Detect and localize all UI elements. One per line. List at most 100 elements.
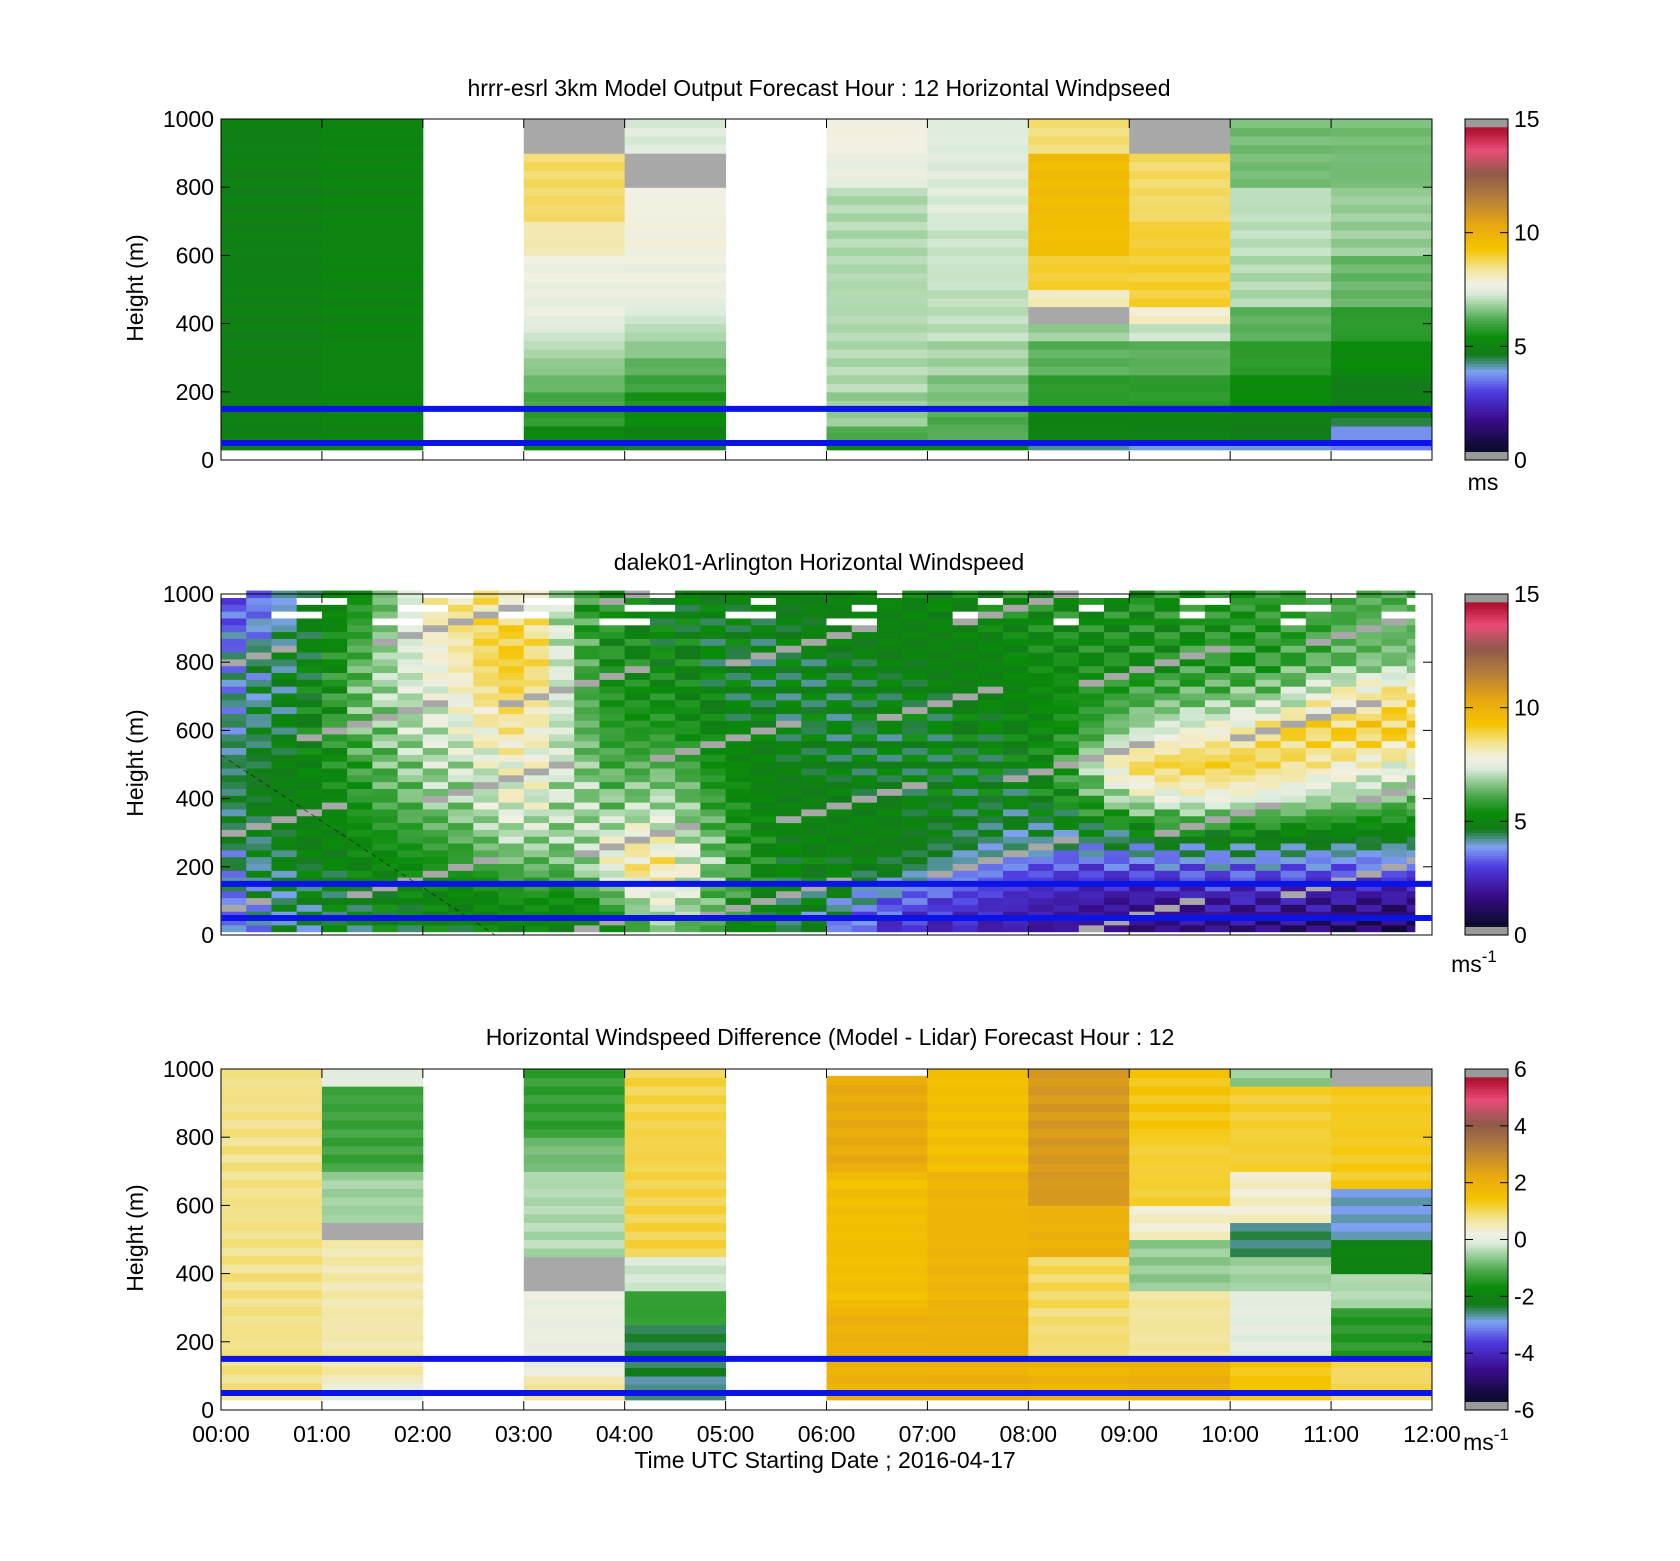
heatmap-cell (1028, 604, 1055, 612)
heatmap-cell (1406, 692, 1416, 701)
heatmap-cell (1230, 767, 1256, 776)
heatmap-cell (776, 822, 802, 830)
heatmap-cell (1078, 911, 1105, 919)
heatmap-cell (776, 740, 802, 749)
heatmap-cell (876, 890, 903, 899)
colorbar-segment (1465, 1344, 1508, 1349)
heatmap-cell (1179, 651, 1206, 660)
heatmap-cell (927, 1307, 1029, 1317)
heatmap-cell (977, 890, 1004, 899)
heatmap-cell (221, 1297, 323, 1308)
heatmap-cell (422, 836, 449, 844)
heatmap-cell (801, 815, 827, 824)
heatmap-cell (347, 692, 373, 701)
heatmap-cell (221, 432, 323, 442)
colorbar-segment (1465, 858, 1508, 862)
heatmap-cell (826, 699, 853, 708)
heatmap-cell (1028, 221, 1130, 231)
heatmap-cell (1406, 917, 1416, 926)
heatmap-cell (296, 645, 323, 653)
heatmap-cell (321, 754, 348, 762)
colorbar-segment (1465, 1199, 1508, 1204)
heatmap-cell (927, 781, 954, 789)
heatmap-cell (1053, 856, 1080, 864)
heatmap-cell (649, 808, 676, 817)
heatmap-cell (523, 890, 550, 899)
colorbar-segment (1465, 172, 1508, 177)
heatmap-cell (876, 617, 903, 626)
colorbar-segment (1465, 829, 1508, 834)
colorbar-segment (1465, 1117, 1508, 1121)
heatmap-cell (574, 597, 600, 605)
heatmap-cell (397, 617, 424, 626)
heatmap-cell (548, 638, 575, 646)
heatmap-cell (624, 1111, 727, 1121)
heatmap-cell (221, 897, 247, 905)
heatmap-cell (1280, 699, 1307, 708)
heatmap-cell (1028, 829, 1055, 837)
heatmap-cell (1230, 1222, 1332, 1232)
heatmap-cell (902, 767, 928, 776)
heatmap-cell (296, 883, 323, 892)
heatmap-cell (902, 842, 928, 851)
heatmap-cell (1381, 767, 1408, 776)
heatmap-cell (952, 754, 979, 762)
heatmap-cell (801, 720, 827, 728)
heatmap-cell (927, 822, 954, 830)
colorbar-segment (1465, 278, 1508, 282)
heatmap-cell (952, 699, 979, 708)
heatmap-cell (649, 883, 676, 892)
heatmap-cell (1003, 699, 1029, 708)
heatmap-cell (448, 733, 474, 742)
colorbar-segment (1465, 807, 1508, 811)
heatmap-cell (1331, 726, 1357, 735)
heatmap-cell (675, 808, 701, 817)
heatmap-cell (977, 808, 1004, 817)
heatmap-cell (574, 822, 600, 830)
heatmap-cell (1305, 651, 1332, 660)
heatmap-cell (927, 170, 1029, 180)
heatmap-cell (321, 1213, 424, 1224)
heatmap-cell (851, 679, 878, 687)
heatmap-cell (1053, 808, 1080, 817)
heatmap-cell (321, 1222, 424, 1232)
heatmap-cell (826, 246, 928, 256)
heatmap-cell (1356, 924, 1383, 933)
heatmap-cell (473, 699, 500, 708)
heatmap-cell (1129, 1307, 1231, 1317)
heatmap-cell (1305, 638, 1332, 646)
heatmap-cell (927, 604, 954, 612)
heatmap-cell (977, 604, 1004, 612)
heatmap-cell (221, 152, 323, 163)
heatmap-cell (675, 679, 701, 687)
heatmap-cell (347, 890, 373, 899)
heatmap-cell (523, 1324, 626, 1334)
heatmap-cell (498, 686, 525, 694)
heatmap-cell (826, 877, 853, 885)
heatmap-cell (1104, 706, 1130, 714)
heatmap-cell (221, 836, 247, 844)
colorbar-segment (1465, 1256, 1508, 1260)
colorbar-segment (1465, 249, 1508, 254)
heatmap-cell (851, 849, 878, 858)
colorbar-segment (1465, 138, 1508, 143)
heatmap-cell (649, 645, 676, 653)
heatmap-cell (826, 1230, 928, 1241)
heatmap-cell (246, 883, 272, 892)
heatmap-cell (1230, 924, 1256, 933)
colorbar-segment (1465, 1142, 1508, 1147)
heatmap-cell (1179, 829, 1206, 837)
heatmap-cell (397, 883, 424, 892)
colorbar-segment (1465, 1242, 1508, 1246)
heatmap-cell (1028, 340, 1130, 350)
heatmap-cell (1356, 617, 1383, 626)
heatmap-cell (221, 1365, 323, 1375)
heatmap-cell (372, 917, 399, 926)
heatmap-cell (1381, 795, 1408, 803)
heatmap-cell (1129, 1094, 1231, 1104)
heatmap-cell (927, 315, 1029, 325)
heatmap-cell (1280, 829, 1307, 837)
heatmap-cell (271, 788, 298, 796)
heatmap-cell (1003, 890, 1029, 899)
heatmap-cell (221, 829, 247, 837)
